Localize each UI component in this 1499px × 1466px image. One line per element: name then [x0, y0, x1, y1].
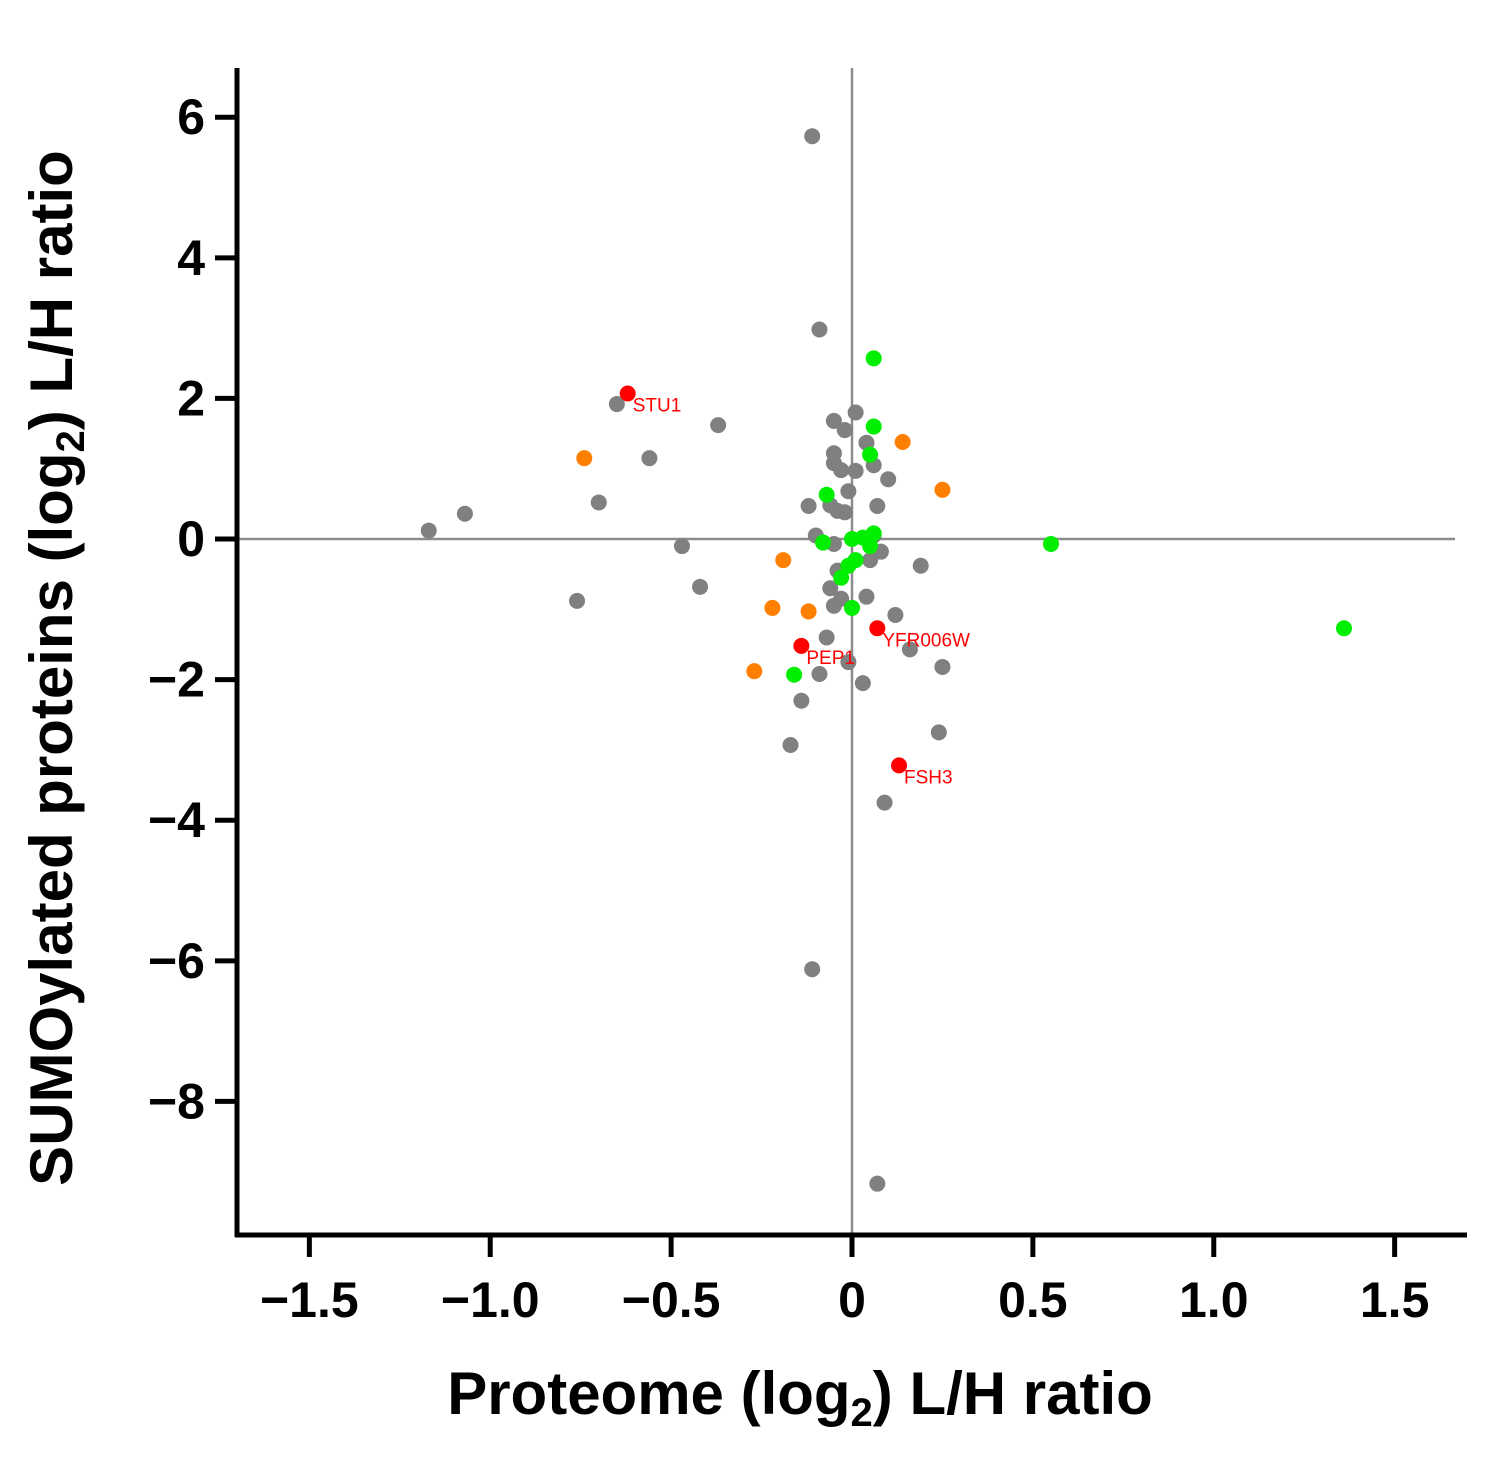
- red-point: [619, 385, 636, 402]
- gray-point: [825, 412, 842, 429]
- x-tick-label: −0.5: [622, 1272, 721, 1328]
- gray-point: [840, 483, 857, 500]
- gray-point: [641, 450, 658, 467]
- x-tick-label: −1.5: [260, 1272, 359, 1328]
- gray-point: [833, 462, 850, 479]
- y-tick-label: −2: [148, 652, 205, 708]
- gray-point: [818, 629, 835, 646]
- green-point: [818, 486, 835, 503]
- y-tick-label: 2: [177, 370, 205, 426]
- y-axis-ticks: 6 4 2 0 −2 −4 −6 −8: [148, 89, 237, 1129]
- gray-point: [847, 462, 864, 479]
- gray-point: [840, 654, 857, 671]
- green-point: [815, 534, 832, 551]
- gray-point: [858, 588, 875, 605]
- gray-point: [456, 505, 473, 522]
- gray-point: [887, 606, 904, 623]
- gray-point: [869, 497, 886, 514]
- x-tick-label: 1.0: [1179, 1272, 1249, 1328]
- x-tick-label: 0.5: [998, 1272, 1068, 1328]
- green-point: [786, 666, 803, 683]
- green-point: [844, 599, 860, 616]
- gray-point: [912, 557, 929, 574]
- red-point: [869, 620, 886, 637]
- gray-point: [825, 597, 842, 614]
- gray-point: [862, 552, 879, 569]
- green-point: [862, 538, 879, 555]
- gray-point: [901, 641, 918, 658]
- gray-point: [590, 494, 607, 511]
- gray-point: [804, 961, 821, 978]
- y-tick-label: −6: [148, 933, 205, 989]
- gray-point: [822, 580, 839, 597]
- data-points: [420, 128, 1352, 1192]
- orange-point: [800, 603, 817, 620]
- point-labels: STU1 PEP1 YFR006W FSH3: [633, 395, 970, 788]
- red-point: [891, 757, 908, 774]
- orange-point: [934, 481, 951, 498]
- gray-point: [608, 396, 625, 413]
- x-tick-label: −1.0: [441, 1272, 540, 1328]
- gray-point: [836, 504, 853, 521]
- green-point: [1042, 535, 1059, 552]
- gray-point: [880, 471, 897, 488]
- y-tick-label: 4: [177, 230, 205, 286]
- point-label-fsh3: FSH3: [904, 767, 953, 788]
- green-point: [865, 350, 882, 367]
- x-tick-label: 1.5: [1360, 1272, 1430, 1328]
- gray-point: [804, 128, 821, 145]
- gray-point: [420, 522, 437, 539]
- y-tick-label: 6: [177, 89, 205, 145]
- gray-point: [836, 422, 853, 439]
- green-point: [840, 557, 857, 574]
- gray-point: [869, 1175, 886, 1192]
- green-point: [833, 569, 850, 586]
- orange-point: [775, 552, 792, 569]
- green-point: [862, 446, 879, 463]
- orange-point: [894, 434, 911, 451]
- gray-point: [569, 592, 586, 609]
- gray-point: [811, 321, 828, 338]
- gray-point: [692, 578, 709, 595]
- gray-point: [854, 675, 871, 692]
- gray-point: [811, 665, 828, 682]
- green-point: [844, 531, 860, 548]
- gray-point: [876, 794, 893, 811]
- point-label-stu1: STU1: [633, 395, 682, 416]
- orange-point: [576, 450, 593, 467]
- x-axis-ticks: −1.5 −1.0 −0.5 0 0.5 1.0 1.5: [260, 1235, 1429, 1328]
- gray-point: [934, 658, 951, 675]
- gray-point: [930, 724, 947, 741]
- gray-point: [847, 404, 864, 421]
- y-tick-label: −8: [148, 1073, 205, 1129]
- green-point: [1336, 620, 1352, 637]
- point-label-yfr006w: YFR006W: [882, 630, 970, 651]
- orange-point: [764, 599, 781, 616]
- point-label-pep1: PEP1: [806, 648, 855, 669]
- orange-point: [746, 663, 763, 680]
- x-tick-label: 0: [838, 1272, 866, 1328]
- gray-point: [710, 417, 727, 434]
- green-point: [865, 418, 882, 435]
- gray-point: [793, 692, 810, 709]
- red-point: [793, 637, 810, 654]
- y-tick-label: 0: [177, 511, 205, 567]
- y-axis-title: SUMOylated proteins (log2) L/H ratio: [18, 150, 93, 1186]
- gray-point: [782, 737, 799, 754]
- x-axis-title: Proteome (log2) L/H ratio: [447, 1360, 1153, 1435]
- y-tick-label: −4: [148, 792, 205, 848]
- gray-point: [800, 497, 817, 514]
- gray-point: [673, 538, 690, 555]
